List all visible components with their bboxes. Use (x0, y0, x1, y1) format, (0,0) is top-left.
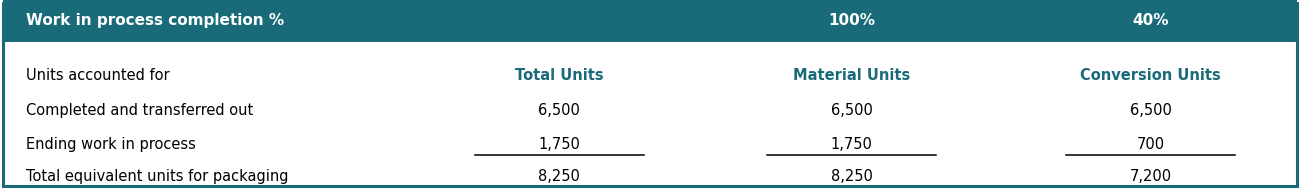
Text: Total equivalent units for packaging: Total equivalent units for packaging (26, 169, 289, 184)
FancyBboxPatch shape (3, 0, 1297, 42)
Text: 6,500: 6,500 (831, 103, 872, 118)
Text: 6,500: 6,500 (538, 103, 580, 118)
Text: 8,250: 8,250 (538, 169, 580, 184)
Text: Work in process completion %: Work in process completion % (26, 13, 285, 28)
Text: 8,250: 8,250 (831, 169, 872, 184)
Text: 40%: 40% (1132, 13, 1169, 28)
Text: Units accounted for: Units accounted for (26, 69, 169, 83)
Text: 100%: 100% (828, 13, 875, 28)
Text: Total Units: Total Units (515, 69, 603, 83)
Text: 700: 700 (1136, 137, 1165, 152)
Text: Ending work in process: Ending work in process (26, 137, 196, 152)
FancyBboxPatch shape (3, 3, 1297, 186)
Text: 1,750: 1,750 (831, 137, 872, 152)
Text: 6,500: 6,500 (1130, 103, 1171, 118)
Text: Conversion Units: Conversion Units (1080, 69, 1221, 83)
Text: 1,750: 1,750 (538, 137, 580, 152)
Text: Completed and transferred out: Completed and transferred out (26, 103, 254, 118)
Text: 7,200: 7,200 (1130, 169, 1171, 184)
Text: Material Units: Material Units (793, 69, 910, 83)
